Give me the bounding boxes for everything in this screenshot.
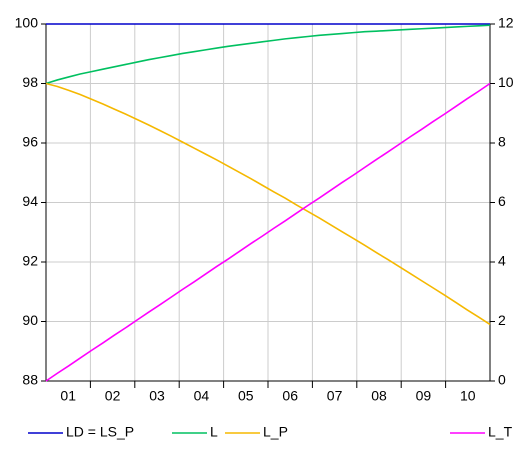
y-tick-label: 94	[22, 193, 38, 209]
x-tick-label: 07	[327, 388, 343, 404]
series-line	[45, 82, 491, 382]
y-tick-label: 96	[22, 134, 38, 150]
y-tick-label: 88	[22, 372, 38, 388]
x-tick-label: 01	[60, 388, 76, 404]
legend-label: L_P	[263, 424, 288, 440]
x-tick-label: 10	[460, 388, 476, 404]
y-tick-label: 90	[22, 312, 38, 328]
legend-label: L	[210, 424, 218, 440]
y2-tick-label: 0	[498, 372, 506, 388]
legend-label: L_T	[488, 424, 513, 440]
x-tick-label: 02	[105, 388, 121, 404]
x-tick-label: 06	[282, 388, 298, 404]
y2-tick-label: 12	[498, 15, 514, 31]
y2-tick-label: 10	[498, 74, 514, 90]
series-line	[45, 82, 491, 326]
x-tick-label: 05	[238, 388, 254, 404]
series-line	[45, 24, 491, 85]
x-tick-label: 03	[149, 388, 165, 404]
y-tick-label: 92	[22, 253, 38, 269]
y2-tick-label: 6	[498, 193, 506, 209]
y2-tick-label: 2	[498, 312, 506, 328]
x-tick-label: 08	[371, 388, 387, 404]
x-tick-label: 09	[416, 388, 432, 404]
legend-label: LD = LS_P	[66, 424, 134, 440]
y-tick-label: 100	[15, 15, 39, 31]
y2-tick-label: 8	[498, 134, 506, 150]
x-tick-label: 04	[194, 388, 210, 404]
y2-tick-label: 4	[498, 253, 506, 269]
y-tick-label: 98	[22, 74, 38, 90]
